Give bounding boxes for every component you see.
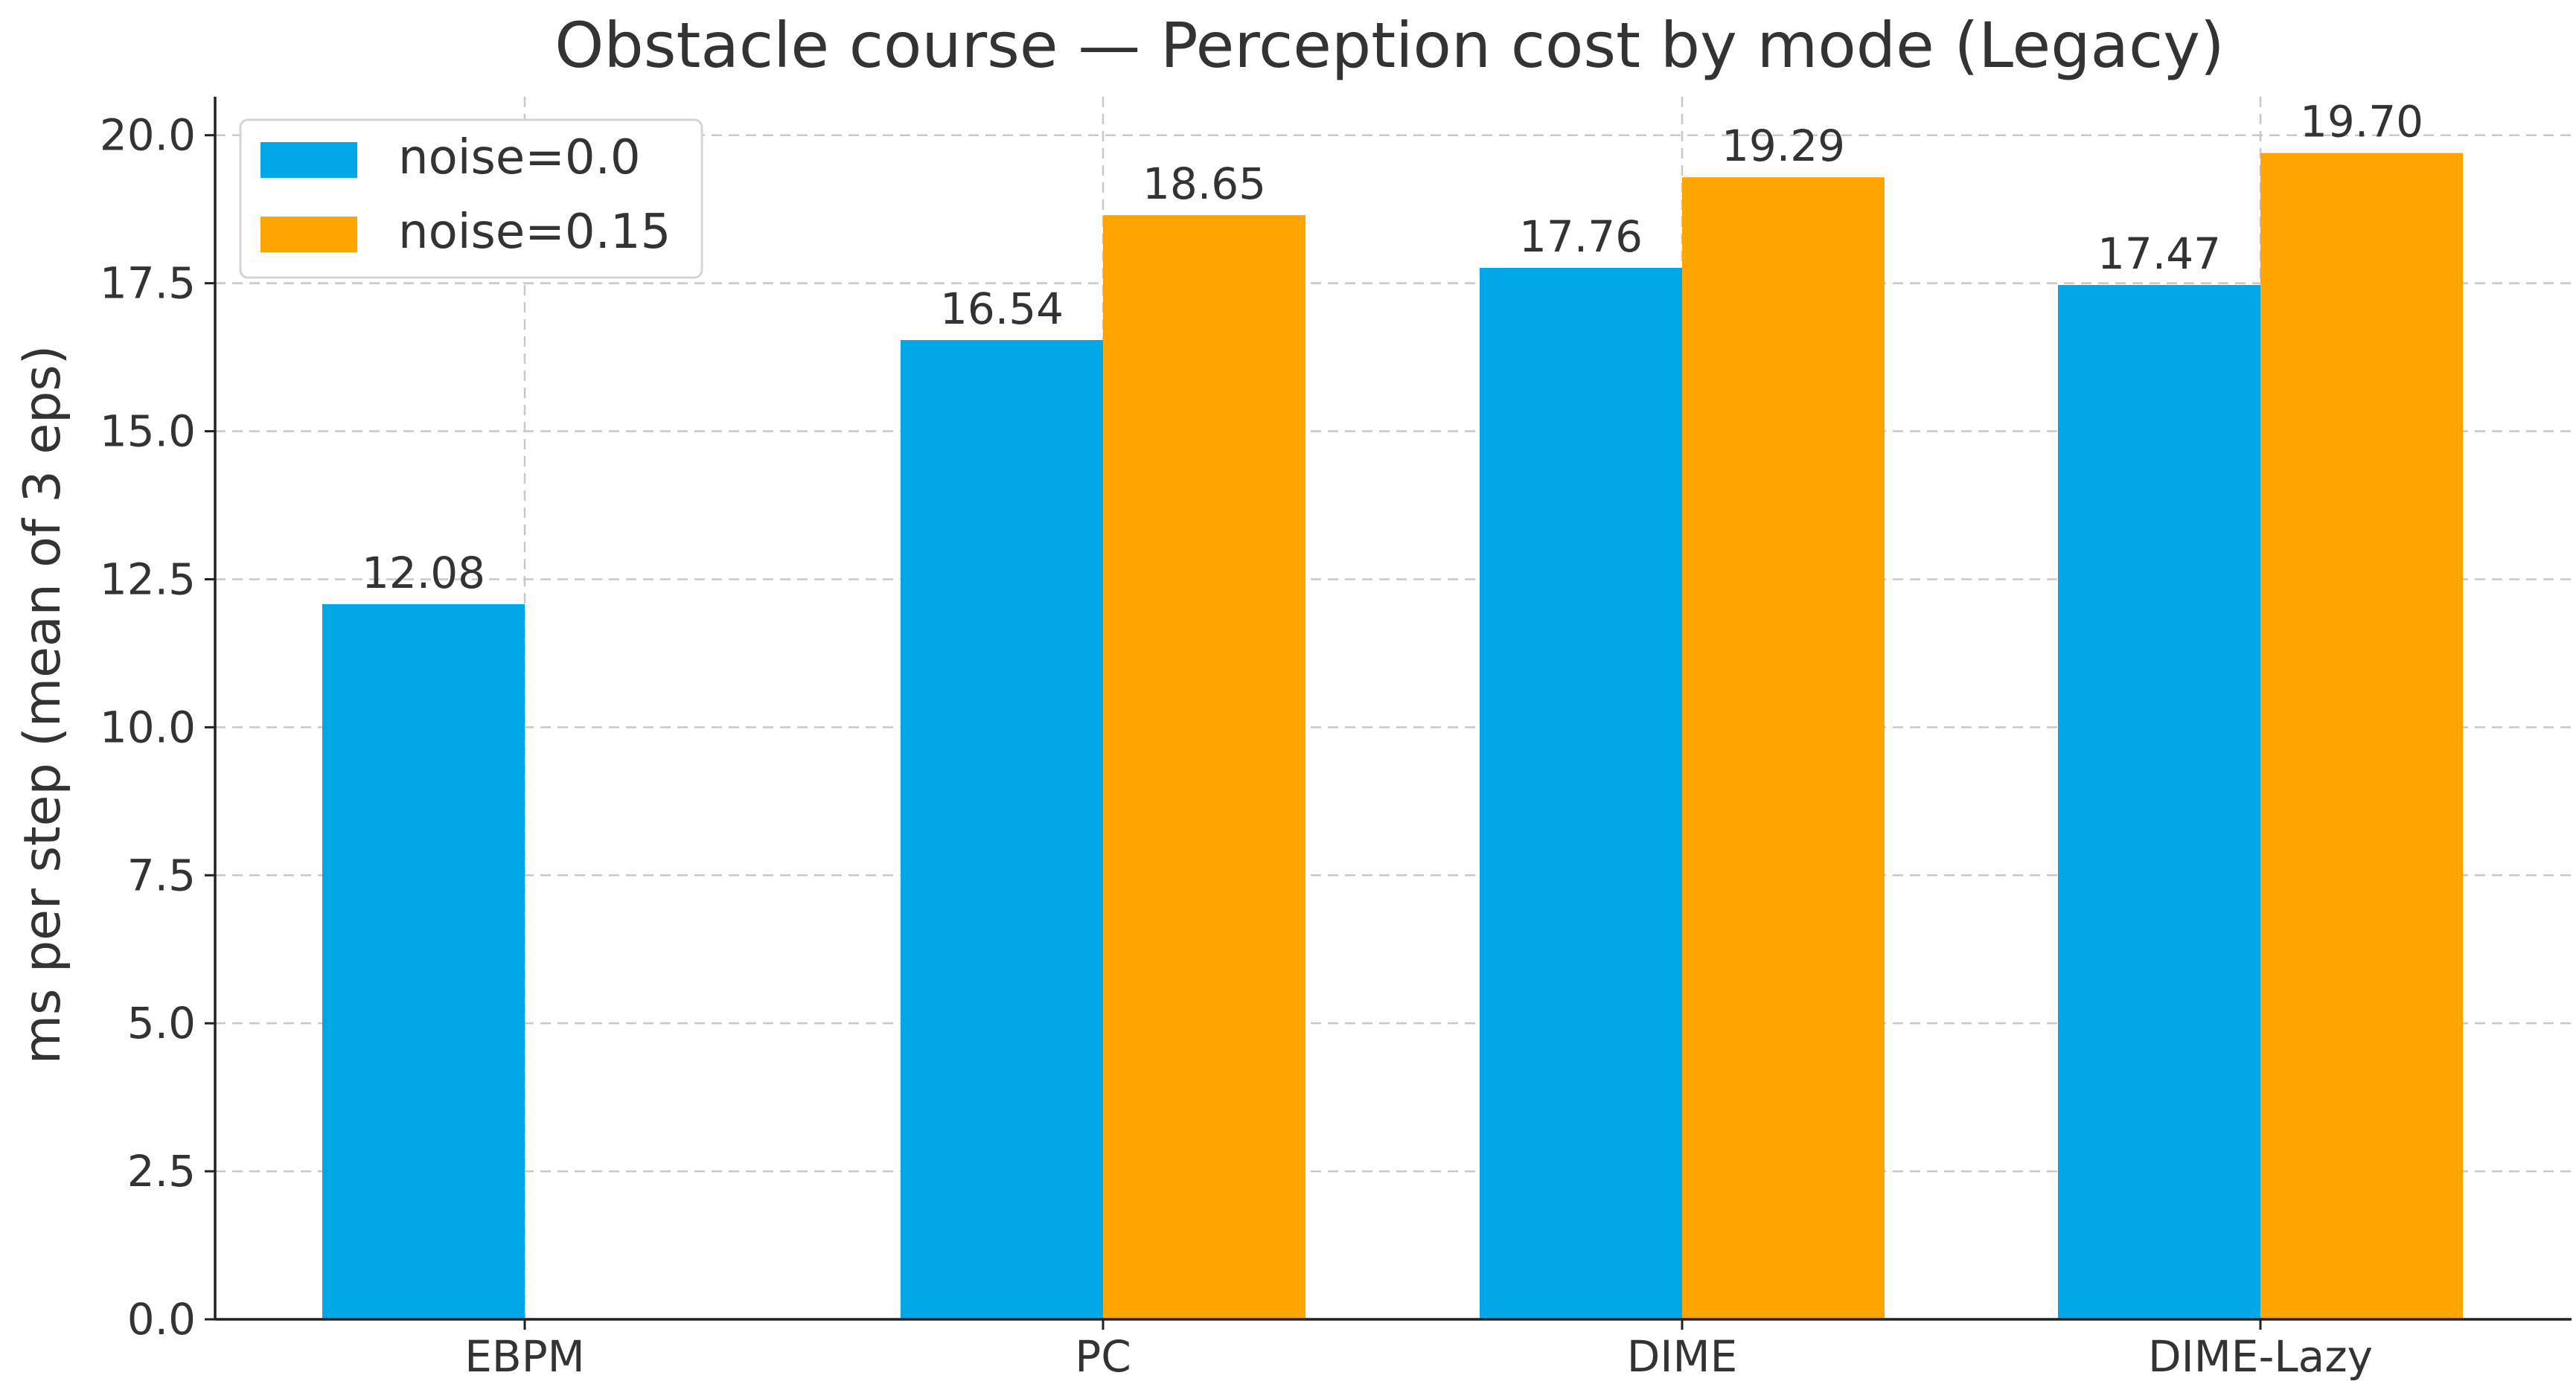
legend-swatch: [261, 142, 357, 178]
bar-value-label: 16.54: [940, 284, 1064, 334]
bars-layer: [322, 153, 2463, 1320]
y-tick-label: 10.0: [100, 702, 196, 752]
bar: [1103, 215, 1305, 1320]
bar-value-label: 17.47: [2097, 228, 2221, 279]
bar-value-label: 18.65: [1142, 158, 1266, 209]
y-tick-label: 12.5: [100, 554, 196, 604]
x-tick-label: DIME: [1627, 1331, 1737, 1382]
y-tick-label: 7.5: [127, 850, 196, 900]
x-tick-label: EBPM: [464, 1331, 584, 1382]
bar-value-label: 19.29: [1722, 121, 1845, 171]
y-tick-label: 15.0: [100, 406, 196, 457]
ticks-layer: 0.0 2.5 5.0 7.5 10.0 12.5 15.0 17.5 20.0 EBPM PC DI…: [100, 110, 2373, 1382]
y-tick-label: 2.5: [127, 1146, 196, 1197]
legend-label: noise=0.0: [398, 130, 641, 185]
bar: [2058, 285, 2260, 1319]
chart-title: Obstacle course — Perception cost by mod…: [554, 9, 2224, 82]
y-tick-label: 20.0: [100, 110, 196, 161]
bar: [1682, 177, 1885, 1319]
bar-value-label: 12.08: [362, 548, 485, 598]
bar-value-label: 17.76: [1519, 211, 1643, 262]
y-axis-label: ms per step (mean of 3 eps): [13, 345, 72, 1065]
value-labels-layer: 12.08 16.54 17.76 17.47 18.65 19.29 19.70: [362, 97, 2423, 598]
x-tick-label: DIME-Lazy: [2148, 1331, 2373, 1382]
legend-swatch: [261, 217, 357, 252]
bar: [2260, 153, 2463, 1320]
legend: noise=0.0 noise=0.15: [239, 118, 703, 279]
y-tick-label: 17.5: [100, 258, 196, 309]
bar: [901, 340, 1103, 1319]
legend-label: noise=0.15: [398, 205, 671, 260]
y-tick-label: 5.0: [127, 998, 196, 1048]
bar-value-label: 19.70: [2300, 97, 2423, 147]
bar: [1480, 267, 1682, 1319]
bar: [322, 603, 525, 1319]
x-tick-label: PC: [1075, 1331, 1131, 1382]
y-tick-label: 0.0: [127, 1294, 196, 1345]
axes-layer: [214, 97, 2572, 1321]
